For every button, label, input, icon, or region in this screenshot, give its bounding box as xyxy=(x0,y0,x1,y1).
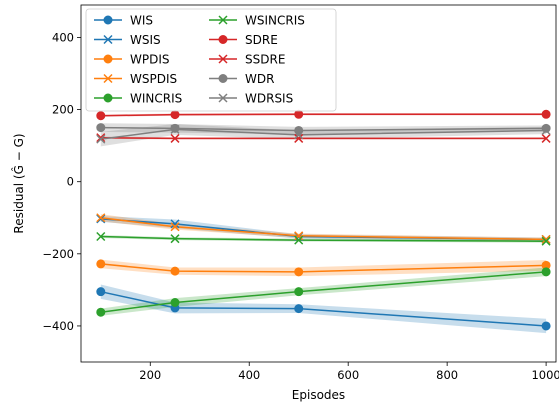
x-axis-label: Episodes xyxy=(292,388,345,402)
legend-marker-wis xyxy=(103,15,113,25)
point-wdrsis xyxy=(294,130,304,140)
legend-label-wis: WIS xyxy=(130,14,153,28)
point-wincris xyxy=(96,307,106,317)
legend-marker-wsincris xyxy=(218,15,228,25)
line-wsincris xyxy=(100,235,547,242)
point-wpdis xyxy=(170,266,180,276)
point-wsis xyxy=(170,219,180,229)
series-lines xyxy=(100,113,547,327)
series-markers xyxy=(96,109,551,331)
y-tick-label: 200 xyxy=(52,103,74,117)
point-sdre xyxy=(170,110,180,120)
point-wdrsis xyxy=(170,124,180,134)
x-tick-label: 600 xyxy=(337,368,359,382)
point-wdr xyxy=(294,125,304,135)
point-wincris xyxy=(541,267,551,277)
point-ssdre xyxy=(170,133,180,143)
line-wdrsis xyxy=(100,128,547,140)
legend-label-wpdis: WPDIS xyxy=(130,53,170,67)
band-wincris xyxy=(100,267,547,316)
legend-marker-wpdis xyxy=(103,54,113,64)
point-wspdis xyxy=(541,234,551,244)
legend-label-wdr: WDR xyxy=(245,72,274,86)
point-wdrsis xyxy=(541,125,551,136)
y-tick-label: −200 xyxy=(42,247,74,261)
point-wdrsis xyxy=(96,134,106,144)
point-wpdis xyxy=(96,259,106,269)
point-ssdre xyxy=(96,133,106,143)
legend-marker-wspdis xyxy=(103,73,113,84)
x-axis-ticks: 200 400 600 800 1000 xyxy=(139,362,559,382)
legend: WIS WSIS WPDIS WSPDIS WINCRIS WSINCRIS SDRE SSD… xyxy=(85,8,337,112)
line-wpdis xyxy=(100,263,547,273)
legend-label-wsis: WSIS xyxy=(130,33,161,47)
legend-marker-wdrsis xyxy=(218,93,228,103)
point-wsincris xyxy=(294,235,304,245)
y-tick-label: 0 xyxy=(67,175,74,189)
point-sdre xyxy=(294,109,304,119)
point-ssdre xyxy=(541,133,551,143)
point-wsincris xyxy=(170,234,180,244)
y-axis-label: Residual (Ĝ − G) xyxy=(11,133,26,233)
legend-marker-sdre xyxy=(218,35,228,44)
point-ssdre xyxy=(294,133,304,143)
legend-marker-wdr xyxy=(218,74,228,83)
x-tick-label: 200 xyxy=(139,368,161,382)
point-wis xyxy=(96,287,106,297)
legend-label-wsincris: WSINCRIS xyxy=(245,14,305,28)
x-tick-label: 800 xyxy=(436,368,458,382)
line-wspdis xyxy=(100,217,547,241)
point-wdr xyxy=(170,123,180,133)
point-wincris xyxy=(170,298,180,307)
point-wdr xyxy=(96,123,106,133)
legend-label-wincris: WINCRIS xyxy=(130,92,182,106)
legend-marker-wsis xyxy=(103,34,113,45)
point-wpdis xyxy=(294,267,304,277)
point-wspdis xyxy=(170,222,180,232)
point-wsincris xyxy=(541,236,551,246)
legend-label-wdrsis: WDRSIS xyxy=(245,92,293,106)
point-wsis xyxy=(96,214,106,224)
point-wsincris xyxy=(96,231,106,242)
line-wincris xyxy=(100,271,547,313)
line-wdr xyxy=(100,126,547,132)
x-tick-label: 1000 xyxy=(531,368,559,382)
band-wis xyxy=(100,284,547,334)
legend-label-wspdis: WSPDIS xyxy=(130,72,177,86)
line-ssdre xyxy=(100,136,547,140)
legend-label-sdre: SDRE xyxy=(245,33,278,47)
point-wincris xyxy=(294,287,304,297)
point-wis xyxy=(294,304,304,314)
point-sdre xyxy=(541,109,551,119)
legend-label-ssdre: SSDRE xyxy=(245,53,285,67)
legend-box xyxy=(85,8,337,112)
y-tick-label: −400 xyxy=(42,319,74,333)
point-wdr xyxy=(541,123,551,133)
legend-marker-ssdre xyxy=(218,54,228,64)
y-tick-label: 400 xyxy=(52,30,74,44)
legend-marker-wincris xyxy=(103,93,113,103)
y-axis-ticks: −400 −200 0 200 400 xyxy=(42,30,81,333)
plot-frame xyxy=(80,4,557,363)
line-wis xyxy=(100,290,547,327)
x-tick-label: 400 xyxy=(238,368,260,382)
point-wspdis xyxy=(96,213,106,223)
point-wis xyxy=(541,321,551,331)
point-sdre xyxy=(96,111,106,121)
line-sdre xyxy=(100,113,547,117)
